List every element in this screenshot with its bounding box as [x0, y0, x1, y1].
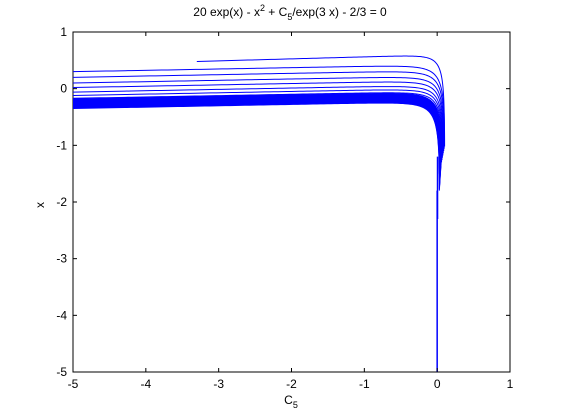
y-tick-label: -5: [56, 365, 67, 379]
solution-curve: [72, 96, 441, 175]
solution-curve: [72, 99, 441, 184]
solution-curve: [72, 98, 441, 180]
y-tick-label: -3: [56, 252, 67, 266]
plot-area: -5 -4 -3 -2 -1 0 1 -5 -4 -3 -2 -1 0 1: [56, 25, 513, 391]
solution-curve: [72, 99, 441, 183]
y-axis-label: x: [33, 202, 47, 208]
x-axis-ticks: -5 -4 -3 -2 -1 0 1: [68, 32, 514, 391]
solution-curve: [72, 95, 442, 165]
y-tick-label: -2: [56, 195, 67, 209]
axes-frame: [72, 31, 511, 373]
x-tick-label: 0: [434, 377, 441, 391]
solution-curve: [72, 102, 440, 190]
solution-curve: [72, 96, 441, 176]
curve-family: [72, 55, 446, 372]
solution-curve: [72, 98, 441, 170]
solution-curve: [72, 100, 441, 186]
y-axis-ticks: -5 -4 -3 -2 -1 0 1: [56, 25, 510, 379]
solution-curve: [72, 71, 445, 149]
solution-curve: [72, 97, 442, 167]
solution-curve: [72, 101, 440, 189]
solution-curve: [72, 98, 441, 182]
solution-curve: [72, 101, 441, 188]
solution-curve: [72, 81, 444, 154]
y-tick-label: 0: [60, 82, 67, 96]
solution-curve: [72, 102, 440, 191]
solution-curve-top: [196, 55, 445, 146]
solution-curve: [72, 77, 445, 152]
x-tick-label: -1: [359, 377, 370, 391]
solution-curve: [72, 100, 441, 187]
x-tick-label: -2: [286, 377, 297, 391]
solution-curve: [72, 89, 443, 158]
solution-curve: [72, 65, 446, 147]
chart-title: 20 exp(x) - x2 + C5/exp(3 x) - 2/3 = 0: [193, 3, 387, 22]
x-tick-label: 1: [507, 377, 514, 391]
y-tick-label: -4: [56, 308, 67, 322]
x-tick-label: -4: [140, 377, 151, 391]
x-axis-label: C5: [284, 393, 298, 410]
solution-curve: [72, 100, 441, 172]
solution-curve: [72, 92, 443, 161]
solution-curve: [72, 98, 441, 181]
solution-curve: [72, 101, 440, 174]
solution-curve: [72, 86, 444, 156]
solution-curve: [72, 94, 443, 163]
x-tick-label: -3: [213, 377, 224, 391]
solution-curve: [72, 97, 441, 178]
y-tick-label: -1: [56, 138, 67, 152]
solution-curve: [72, 97, 441, 179]
y-tick-label: 1: [60, 25, 67, 39]
x-tick-label: -5: [68, 377, 79, 391]
